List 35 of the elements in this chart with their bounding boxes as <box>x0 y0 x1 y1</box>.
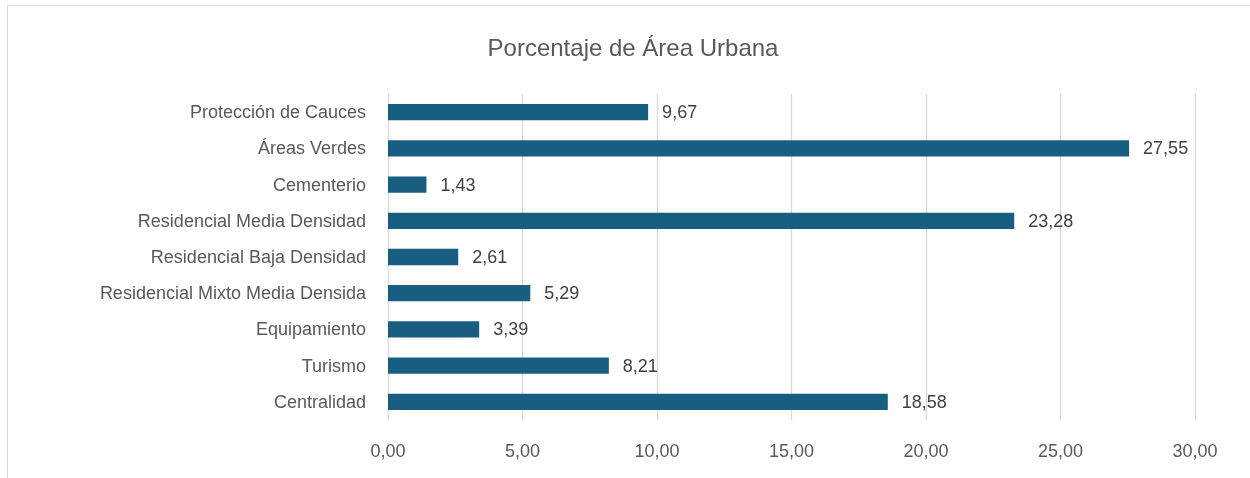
y-tick-label: Cementerio <box>272 174 366 195</box>
y-tick-label: Protección de Cauces <box>189 102 366 123</box>
data-label: 1,43 <box>440 174 476 195</box>
data-label: 18,58 <box>901 391 947 412</box>
bar <box>388 140 1130 157</box>
data-label: 9,67 <box>662 102 698 123</box>
x-tick-label: 15,00 <box>768 441 815 461</box>
x-tick-label: 10,00 <box>634 441 680 461</box>
data-label: 2,61 <box>472 247 508 267</box>
chart-title: Porcentaje de Área Urbana <box>487 33 780 61</box>
x-tick-label: 30,00 <box>1172 441 1218 461</box>
x-tick-label: 0,00 <box>370 441 406 461</box>
y-tick-label: Centralidad <box>273 391 366 412</box>
data-label: 8,21 <box>622 355 658 376</box>
y-tick-label: Residencial Baja Densidad <box>150 247 366 267</box>
data-label: 23,28 <box>1028 210 1074 231</box>
bar <box>388 103 649 121</box>
y-tick-label: Turismo <box>301 355 366 376</box>
y-tick-label: Residencial Media Densidad <box>137 210 366 231</box>
bar <box>388 248 459 266</box>
data-label: 5,29 <box>544 283 580 304</box>
data-label: 27,55 <box>1143 138 1189 159</box>
bar <box>388 321 480 338</box>
y-tick-label: Residencial Mixto Media Densida <box>99 283 367 304</box>
bar <box>388 393 888 411</box>
bar <box>388 176 427 193</box>
bar <box>388 285 531 302</box>
y-tick-label: Equipamiento <box>255 319 366 340</box>
x-tick-label: 25,00 <box>1037 441 1084 461</box>
y-tick-label: Áreas Verdes <box>257 138 366 159</box>
bar <box>388 212 1015 229</box>
bar <box>388 357 609 374</box>
x-tick-label: 20,00 <box>903 441 949 461</box>
data-label: 3,39 <box>493 319 529 340</box>
x-tick-label: 5,00 <box>504 441 541 461</box>
